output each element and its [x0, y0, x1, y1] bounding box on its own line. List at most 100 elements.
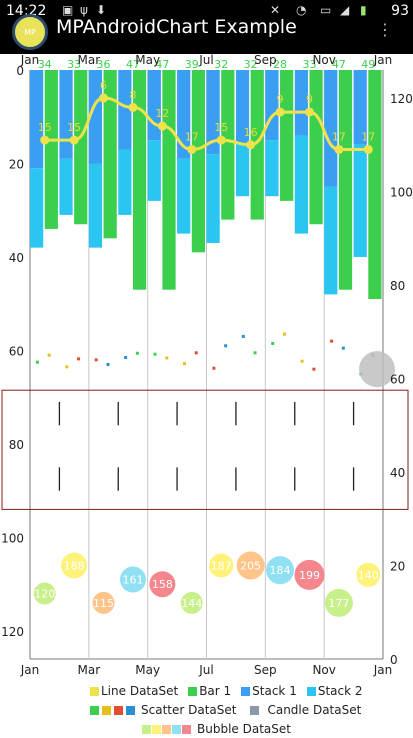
scatter-point: [35, 360, 39, 364]
app-logo-icon[interactable]: MP: [12, 14, 48, 50]
legend-bubble-label: Bubble DataSet: [197, 722, 291, 736]
left-axis-tick-label: 0: [16, 64, 24, 78]
line-point: [157, 121, 167, 131]
bar1-bar: [44, 70, 58, 229]
left-axis-tick-label: 40: [9, 251, 24, 265]
legend-row-3: Bubble DataSet: [142, 722, 301, 736]
scatter-point: [282, 332, 286, 336]
line-value-label: 15: [214, 121, 228, 134]
left-axis-tick-label: 100: [1, 531, 24, 545]
wifi-icon: ◔: [296, 3, 307, 17]
line-point: [99, 93, 109, 103]
stack1-bar: [324, 70, 338, 187]
bar1-bar: [132, 70, 147, 290]
legend-swatch-bubble-4: [172, 724, 181, 734]
line-point: [216, 135, 226, 145]
scatter-point: [165, 356, 169, 360]
selection-indicator: [359, 351, 395, 388]
line-point: [304, 107, 314, 117]
bar1-value-label: 39: [185, 58, 199, 71]
scatter-point: [65, 365, 69, 369]
top-x-axis-label: Nov: [312, 54, 335, 67]
right-axis-tick-label: 100: [390, 186, 413, 200]
scatter-point: [341, 346, 345, 350]
scatter-point: [271, 341, 275, 345]
legend-bar1-label: Bar 1: [199, 684, 232, 698]
line-point: [246, 140, 256, 150]
line-value-label: 15: [38, 121, 52, 134]
stack2-bar: [88, 163, 103, 248]
scatter-point: [153, 352, 157, 356]
bubble-value-label: 115: [93, 597, 114, 610]
bar1-bar: [74, 70, 88, 225]
stack1-bar: [30, 70, 44, 169]
scatter-point: [253, 351, 257, 355]
bar1-bar: [338, 70, 353, 290]
bubble-point: [149, 571, 176, 598]
scatter-point: [182, 362, 186, 366]
bar1-bar: [368, 70, 382, 300]
top-x-axis-label: Mar: [78, 54, 101, 67]
scatter-point: [194, 351, 198, 355]
line-value-label: 6: [100, 79, 107, 92]
right-axis-tick-label: 60: [390, 373, 405, 387]
line-value-label: 17: [361, 130, 375, 143]
bubble-point: [324, 588, 353, 617]
image-notification-icon: ▣: [62, 3, 74, 17]
stack2-bar: [59, 158, 73, 215]
bubble-value-label: 188: [64, 560, 85, 573]
bar1-bar: [221, 70, 235, 220]
scatter-point: [312, 367, 316, 371]
battery-percent: 93: [391, 3, 409, 19]
scatter-point: [47, 353, 51, 357]
bottom-x-axis-label: Nov: [312, 663, 335, 677]
stack2-bar: [177, 158, 191, 234]
bubble-value-label: 177: [328, 597, 349, 610]
legend-row-2: Scatter DataSet Candle DataSet: [90, 703, 371, 717]
line-value-label: 12: [155, 107, 169, 120]
scatter-point: [135, 351, 139, 355]
bottom-x-axis-label: Sep: [254, 663, 277, 677]
overflow-menu-icon[interactable]: ⋮: [377, 20, 393, 39]
top-x-axis-label: Jan: [373, 54, 393, 67]
stack1-bar: [147, 70, 161, 141]
bottom-x-axis-label: May: [135, 663, 160, 677]
stack2-bar: [235, 144, 250, 197]
bubble-value-label: 187: [211, 560, 232, 573]
scatter-point: [77, 357, 81, 361]
bar1-bar: [191, 70, 206, 253]
line-point: [275, 107, 285, 117]
legend-swatch-line: [90, 686, 99, 696]
line-point: [187, 144, 197, 154]
status-bar: 14:22 ▣ ψ ⬇ ✕ ◔ ▭ ◢ ▮ 93: [0, 0, 413, 24]
line-point: [363, 144, 373, 154]
bubble-value-label: 199: [299, 569, 320, 582]
legend-swatch-bubble-3: [162, 724, 171, 734]
legend-swatch-scatter-1: [90, 705, 99, 715]
bar1-bar: [280, 70, 294, 201]
stack1-bar: [235, 70, 250, 145]
bar1-value-label: 28: [273, 58, 287, 71]
legend-swatch-bubble-1: [142, 724, 151, 734]
bar1-bar: [162, 70, 176, 290]
action-bar: MP MPAndroidChart Example ⋮: [0, 14, 413, 54]
right-axis-tick-label: 0: [390, 653, 398, 667]
bubble-value-label: 140: [358, 569, 379, 582]
bubble-point: [266, 556, 295, 585]
app-title: MPAndroidChart Example: [56, 16, 297, 38]
stack1-bar: [294, 70, 308, 136]
stack2-bar: [30, 168, 44, 248]
right-axis-tick-label: 20: [390, 560, 405, 574]
legend-swatch-stack2: [306, 686, 316, 696]
scatter-point: [224, 344, 228, 348]
combined-chart[interactable]: 34 33 36 47 47 39 32 32 28 33 47 49 15 15 6 8 12 17 15 16 9 9…: [0, 54, 413, 684]
bar1-value-label: 32: [214, 58, 228, 71]
stack1-bar: [177, 70, 191, 159]
stack2-bar: [353, 144, 367, 257]
legend-swatch-bubble-2: [152, 724, 161, 734]
left-axis-tick-label: 120: [1, 625, 24, 639]
no-sim-icon: ✕: [270, 3, 281, 17]
top-x-axis-label: Jan: [20, 54, 40, 67]
line-dataset-path: [44, 96, 369, 151]
usb-icon: ψ: [80, 3, 88, 17]
